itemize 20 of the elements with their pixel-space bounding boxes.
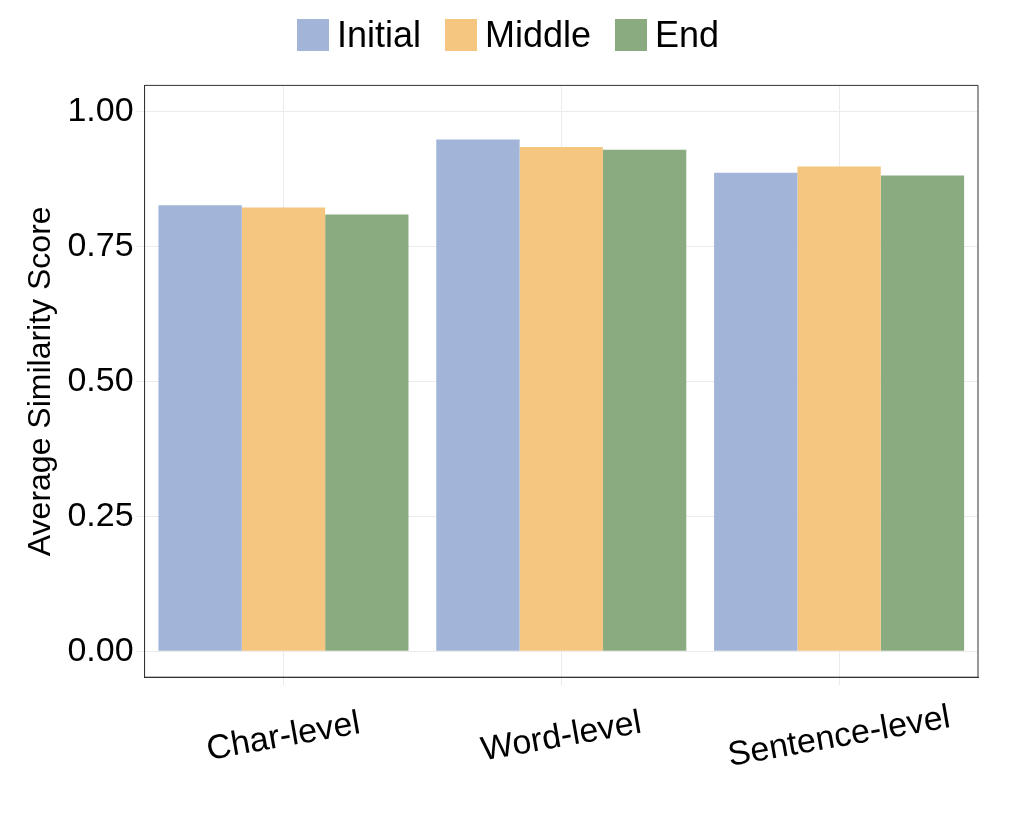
y-axis-title: Average Similarity Score (21, 206, 58, 557)
bar (797, 166, 881, 651)
y-tick-label: 0.00 (67, 629, 134, 668)
legend-label: Middle (484, 14, 592, 56)
bar (436, 139, 520, 651)
bar (158, 205, 242, 651)
bar (325, 214, 409, 651)
bar (602, 149, 687, 651)
legend-label: Initial (336, 14, 421, 56)
y-tick-label: 1.00 (67, 89, 134, 128)
bar (714, 172, 798, 651)
x-tick-label: Word-level (477, 701, 644, 768)
bar (880, 175, 965, 651)
y-tick-label: 0.50 (67, 359, 134, 398)
x-tick-label: Char-level (203, 702, 363, 767)
y-tick-label: 0.75 (67, 224, 134, 263)
bar (241, 207, 326, 651)
y-tick-label: 0.25 (67, 494, 134, 533)
legend-label: End (655, 14, 720, 56)
bar (519, 146, 603, 651)
